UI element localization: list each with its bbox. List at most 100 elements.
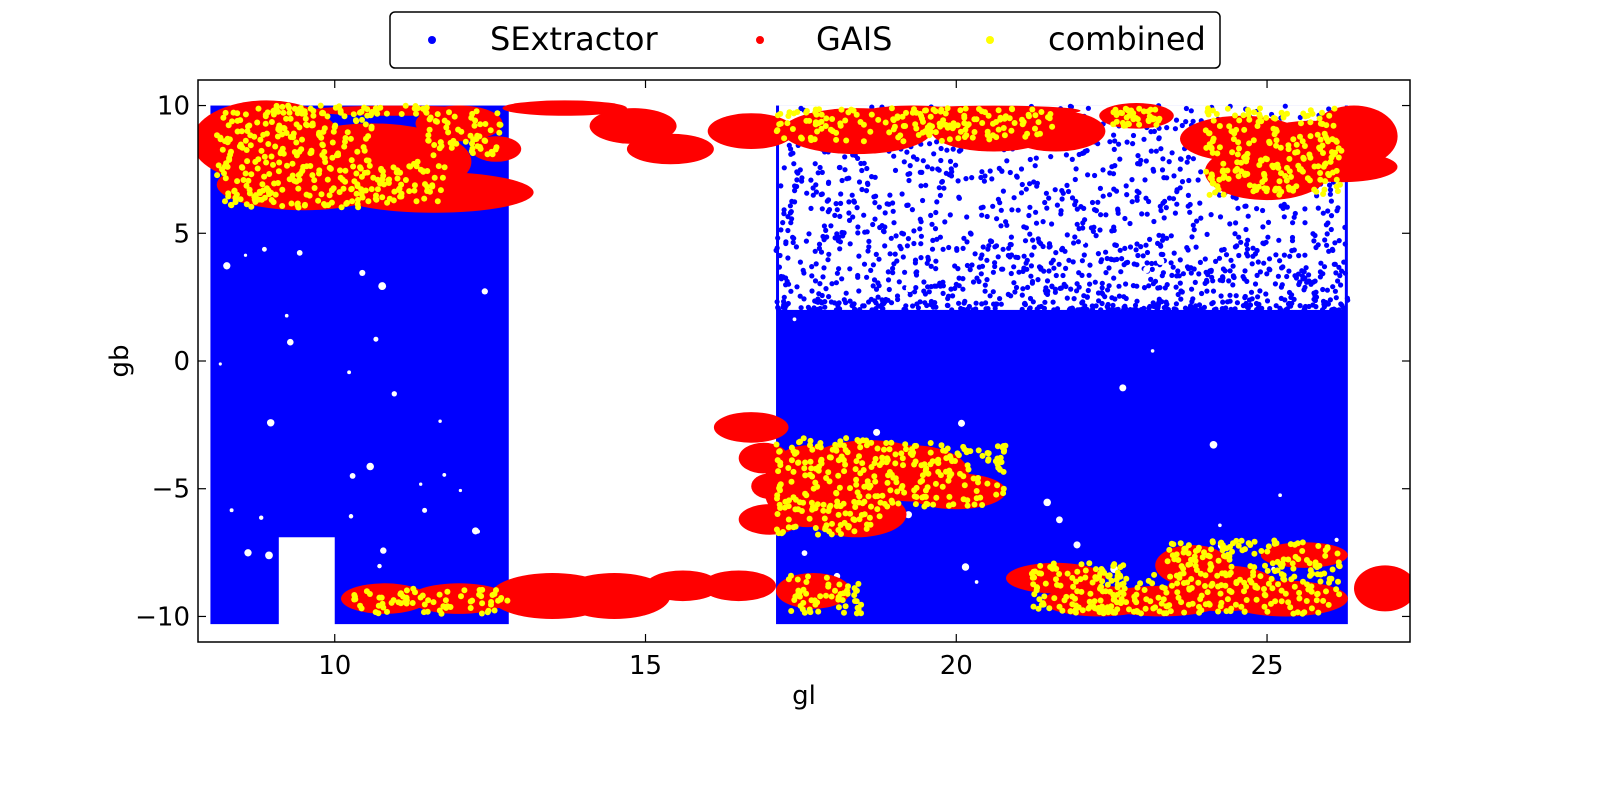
sextractor-point [1159,167,1166,173]
combined-point [909,109,916,116]
combined-point [1228,563,1235,570]
sextractor-point [931,151,937,157]
sextractor-point [1134,197,1140,203]
sextractor-point [876,256,882,262]
sextractor-point [909,207,916,213]
sextractor-point [1161,175,1167,181]
sextractor-point [790,239,796,246]
sextractor-point [918,241,924,247]
sextractor-point [1245,213,1251,219]
combined-point [949,125,956,132]
sextractor-point [833,201,839,207]
combined-point [1126,606,1132,613]
combined-point [825,469,832,476]
combined-point [248,203,255,210]
combined-point [1152,604,1159,611]
combined-point [957,128,964,135]
sextractor-point [1127,220,1133,227]
sextractor-point [864,180,871,186]
combined-point [337,107,344,114]
combined-point [817,440,824,446]
sextractor-point [1193,303,1199,309]
combined-point [1122,105,1129,112]
combined-point [357,165,364,172]
combined-point [853,481,860,488]
combined-point [979,502,986,508]
combined-point [424,608,431,615]
sextractor-gap [359,269,366,276]
sextractor-point [1124,192,1130,198]
combined-point [962,105,969,112]
sextractor-point [823,286,829,292]
combined-point [347,135,354,142]
sextractor-point [1042,288,1048,294]
sextractor-point [856,253,862,259]
combined-point [1037,562,1044,569]
combined-point [265,141,272,147]
gais-patch [701,570,776,602]
sextractor-point [937,192,944,198]
sextractor-point [1052,289,1058,295]
combined-point [803,108,810,114]
combined-point [919,472,926,479]
x-tick-label: 25 [1250,651,1283,681]
combined-point [859,437,866,444]
sextractor-point [875,294,881,300]
sextractor-point [1178,296,1184,302]
sextractor-point [1085,172,1091,178]
combined-point [1025,111,1032,118]
combined-point [379,194,386,201]
sextractor-point [1110,171,1117,177]
sextractor-point [1280,205,1286,211]
sextractor-point [1050,257,1056,263]
combined-point [1239,547,1246,554]
sextractor-point [1196,271,1202,277]
sextractor-point [982,288,988,294]
sextractor-excluded-region [278,537,335,642]
sextractor-point [1178,156,1184,162]
combined-point [398,111,405,117]
sextractor-point [910,303,916,309]
sextractor-point [1328,226,1334,233]
sextractor-point [948,286,954,292]
combined-point [1133,599,1140,606]
combined-point [430,152,437,159]
combined-point [434,111,441,118]
sextractor-point [788,146,794,152]
sextractor-point [939,179,945,185]
combined-point [1040,600,1046,607]
sextractor-point [870,262,877,268]
sextractor-point [780,220,786,226]
sextractor-point [982,282,988,288]
combined-point [245,123,251,130]
sextractor-point [820,274,826,280]
combined-point [903,446,909,453]
combined-point [407,163,414,170]
combined-point [814,128,821,135]
combined-point [1104,581,1111,588]
sextractor-point [1095,251,1101,257]
combined-point [774,511,781,517]
sextractor-point [1090,303,1096,309]
sextractor-point [1327,191,1333,197]
sextractor-point [983,300,989,306]
combined-point [903,109,909,116]
sextractor-point [1093,233,1099,239]
combined-point [1019,116,1025,123]
combined-point [823,574,830,581]
sextractor-point [1302,220,1308,226]
gais-patch [1005,110,1106,152]
combined-point [1204,108,1211,115]
combined-point [1105,573,1112,580]
sextractor-point [1255,259,1261,265]
sextractor-point [1171,306,1177,312]
sextractor-point [1340,305,1347,311]
sextractor-point [1322,237,1328,243]
combined-point [488,599,495,605]
sextractor-point [938,280,945,287]
combined-point [805,573,811,580]
sextractor-point [1219,247,1225,253]
combined-point [935,456,942,463]
combined-point [290,130,297,137]
combined-point [1212,189,1219,196]
